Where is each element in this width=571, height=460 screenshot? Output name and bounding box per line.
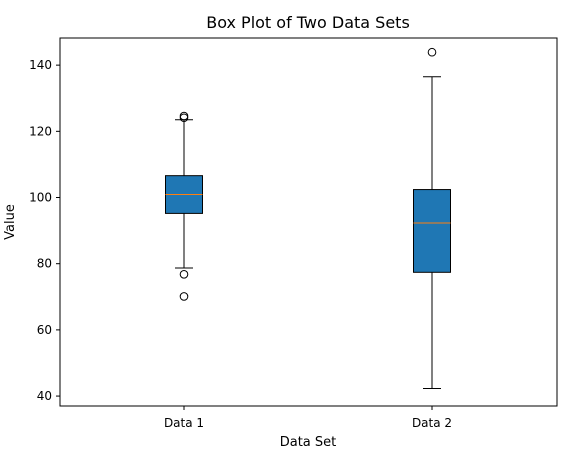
x-axis-label: Data Set xyxy=(280,435,337,450)
outlier-point xyxy=(179,111,189,121)
x-tick-label: Data 1 xyxy=(164,416,204,430)
x-tick-label: Data 2 xyxy=(412,416,452,430)
y-tick-label: 100 xyxy=(29,191,52,205)
axis-layer: 40 60 80 100 120 140 Data 1 Data 2 xyxy=(29,58,452,430)
plot-frame xyxy=(59,37,558,407)
y-tick-label: 60 xyxy=(37,323,52,337)
y-axis-label: Value xyxy=(3,204,18,240)
outlier-point xyxy=(179,269,189,279)
y-tick-label: 140 xyxy=(29,58,52,72)
box-body xyxy=(413,189,451,273)
outlier-point xyxy=(179,292,189,301)
y-tick-label: 40 xyxy=(37,389,52,403)
chart-title: Box Plot of Two Data Sets xyxy=(206,13,410,32)
y-tick-label: 80 xyxy=(37,257,52,271)
y-tick-label: 120 xyxy=(29,124,52,138)
data-layer xyxy=(165,47,451,389)
outlier-point xyxy=(427,47,437,57)
